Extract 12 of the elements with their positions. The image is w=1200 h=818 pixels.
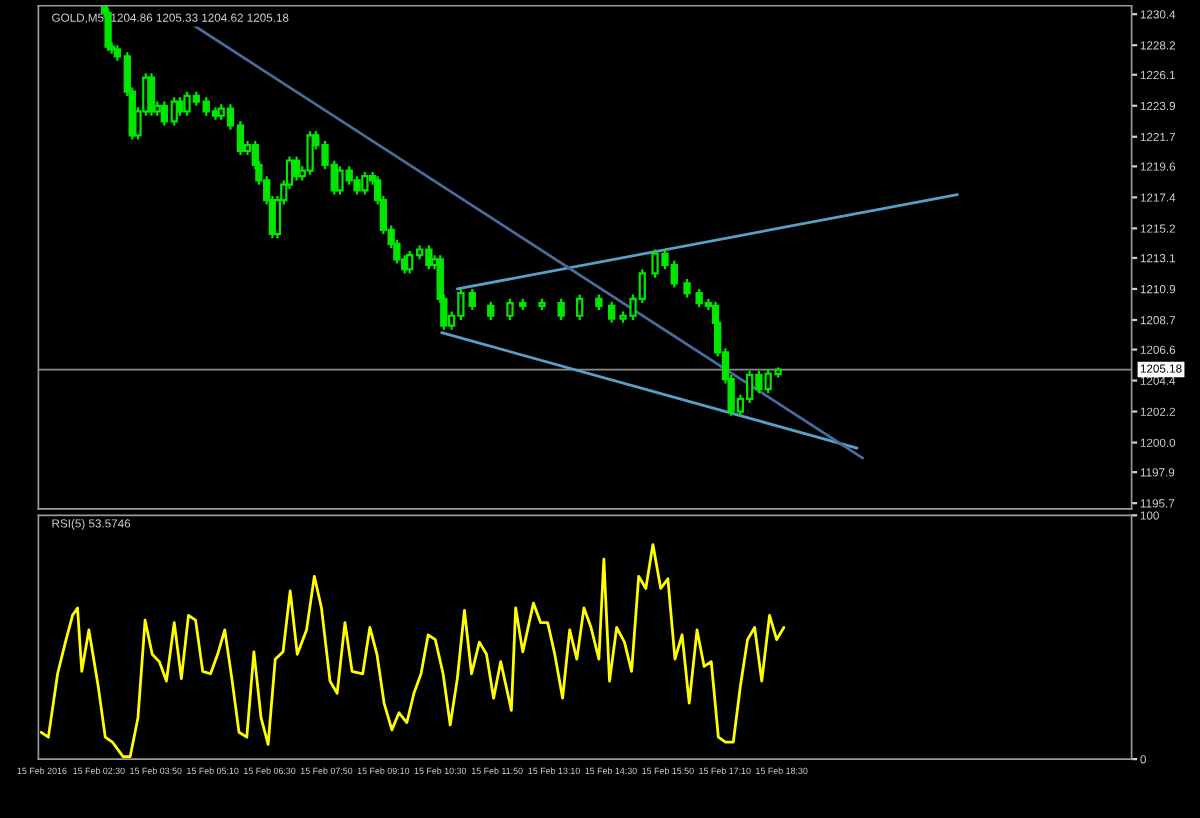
candlestick [306, 130, 314, 176]
candlestick [487, 300, 495, 322]
candlestick [506, 297, 514, 322]
line-series [39, 543, 786, 759]
candlestick [576, 293, 584, 322]
candlestick [147, 72, 156, 117]
candlestick [608, 300, 616, 324]
candlestick [361, 170, 369, 196]
candlestick [683, 277, 691, 299]
candlestick [176, 96, 184, 117]
candlestick [468, 287, 476, 312]
candlestick [557, 297, 565, 322]
